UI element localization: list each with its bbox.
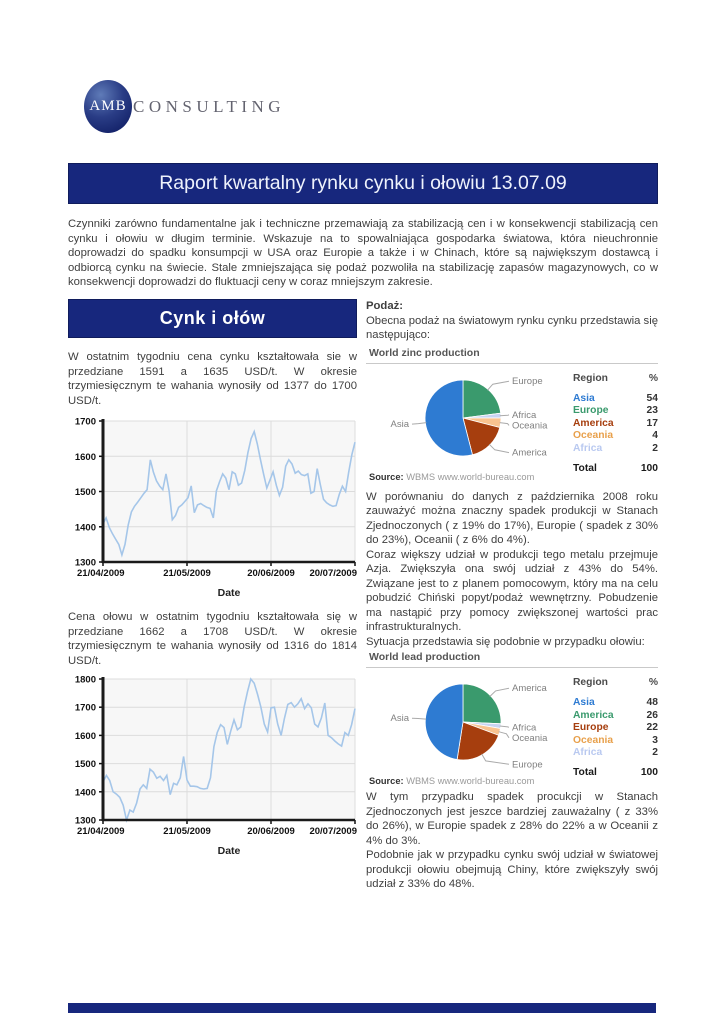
- svg-text:1500: 1500: [75, 487, 96, 498]
- svg-text:1400: 1400: [75, 787, 96, 798]
- footer-rule: [68, 1003, 656, 1013]
- table-total-row: Total 100: [573, 767, 658, 778]
- pie-chart-title: World lead production: [369, 651, 481, 663]
- section-title-bar: Cynk i ołów: [68, 299, 357, 338]
- svg-text:1300: 1300: [75, 816, 96, 827]
- zinc-analysis-paragraph-2: Coraz większy udział w produkcji tego me…: [366, 548, 658, 634]
- zinc-price-chart: 1300 1400 1500 1600 1700 21/04/2009 21/05/2009…: [68, 413, 357, 601]
- table-total-row: Total 100: [573, 462, 658, 474]
- table-row: Oceania 3: [573, 734, 658, 746]
- svg-text:20/06/2009: 20/06/2009: [247, 568, 295, 579]
- zinc-analysis-paragraph-3: Sytuacja przedstawia się podobnie w przy…: [366, 635, 645, 648]
- svg-text:Oceania: Oceania: [512, 420, 548, 431]
- svg-text:Date: Date: [218, 587, 241, 599]
- table-row: Europe 22: [573, 722, 658, 733]
- svg-text:1400: 1400: [75, 522, 96, 533]
- logo-initials: AMB: [89, 98, 127, 114]
- logo-globe-icon: AMB: [84, 80, 132, 133]
- supply-text: Obecna podaż na światowym rynku cynku pr…: [366, 314, 658, 342]
- section-title: Cynk i ołów: [159, 308, 266, 328]
- table-header: Region%: [573, 372, 658, 384]
- left-column: Cynk i ołów W ostatnim tygodniu cena cyn…: [68, 299, 357, 859]
- chart-source: Source: WBMS www.world-bureau.com: [369, 471, 535, 482]
- region-share-table: Region% Asia 54 Europe 23 America 17 Oceania 4 Af…: [573, 366, 658, 474]
- table-header: Region%: [573, 677, 658, 688]
- region-share-table: Region% Asia 48 America 26 Europe 22 Oceania 3 Af…: [573, 670, 658, 778]
- svg-text:1300: 1300: [75, 558, 96, 569]
- table-row: America 26: [573, 709, 658, 721]
- table-row: Africa 2: [573, 747, 658, 758]
- zinc-analysis-paragraph-1: W porównaniu do danych z października 20…: [366, 490, 658, 547]
- lead-price-chart: 1300 1400 1500 1600 1700 1800 21/04/2009 21/05/…: [68, 671, 357, 859]
- svg-text:21/04/2009: 21/04/2009: [77, 826, 125, 837]
- lead-price-line-svg: 1300 1400 1500 1600 1700 1800 21/04/2009 21/05/…: [75, 675, 357, 858]
- report-title-bar: Raport kwartalny rynku cynku i ołowiu 13…: [68, 163, 658, 204]
- lead-price-paragraph: Cena ołowu w ostatnim tygodniu kształtow…: [68, 611, 357, 667]
- right-column: Podaż: Obecna podaż na światowym rynku c…: [366, 299, 658, 892]
- svg-text:1800: 1800: [75, 675, 96, 686]
- table-row: Asia 48: [573, 697, 658, 708]
- table-row: Europe 23: [573, 405, 658, 416]
- table-row: Africa 2: [573, 442, 658, 454]
- svg-text:Africa: Africa: [512, 722, 537, 733]
- svg-text:America: America: [512, 447, 548, 458]
- svg-text:1500: 1500: [75, 759, 96, 770]
- svg-text:21/05/2009: 21/05/2009: [163, 826, 211, 837]
- svg-text:20/07/2009: 20/07/2009: [309, 826, 357, 837]
- two-column-layout: Cynk i ołów W ostatnim tygodniu cena cyn…: [68, 299, 658, 892]
- svg-text:Europe: Europe: [512, 376, 543, 387]
- svg-text:Africa: Africa: [512, 409, 537, 420]
- zinc-pie-block: World zinc production Europe Africa Oceania…: [366, 347, 658, 482]
- intro-paragraph: Czynniki zarówno fundamentalne jak i tec…: [68, 218, 658, 288]
- svg-text:1600: 1600: [75, 452, 96, 463]
- pie-chart-title: World zinc production: [369, 346, 480, 359]
- page-title: Raport kwartalny rynku cynku i ołowiu 13…: [159, 172, 567, 194]
- svg-text:1700: 1700: [75, 417, 96, 428]
- svg-text:Asia: Asia: [391, 419, 410, 430]
- divider: [366, 362, 658, 364]
- svg-text:1600: 1600: [75, 731, 96, 742]
- supply-label: Podaż:: [366, 300, 404, 312]
- svg-text:Oceania: Oceania: [512, 733, 548, 744]
- table-row: Asia 54: [573, 392, 658, 404]
- svg-text:Asia: Asia: [391, 713, 410, 724]
- lead-analysis-paragraph-1: W tym przypadku spadek procukcji w Stana…: [366, 791, 658, 847]
- svg-text:Date: Date: [218, 845, 241, 857]
- svg-text:1700: 1700: [75, 703, 96, 714]
- table-row: Oceania 4: [573, 430, 658, 441]
- table-row: America 17: [573, 417, 658, 429]
- svg-text:20/06/2009: 20/06/2009: [247, 826, 295, 837]
- svg-text:20/07/2009: 20/07/2009: [309, 568, 357, 579]
- zinc-price-paragraph: W ostatnim tygodniu cena cynku kształtow…: [68, 351, 357, 407]
- svg-text:21/05/2009: 21/05/2009: [163, 568, 211, 579]
- lead-pie-block: World lead production America Africa Oceani…: [366, 651, 658, 786]
- svg-text:21/04/2009: 21/04/2009: [77, 568, 125, 579]
- zinc-price-line-svg: 1300 1400 1500 1600 1700 21/04/2009 21/05/2009…: [75, 417, 357, 600]
- svg-text:America: America: [512, 683, 548, 694]
- lead-analysis-paragraph-2: Podobnie jak w przypadku cynku swój udzi…: [366, 849, 658, 890]
- supply-paragraph: Podaż: Obecna podaż na światowym rynku c…: [366, 299, 658, 343]
- logo-company-name: CONSULTING: [133, 96, 286, 116]
- company-logo: AMB CONSULTING: [84, 80, 285, 133]
- chart-source: Source: WBMS www.world-bureau.com: [369, 776, 535, 786]
- divider: [366, 667, 658, 668]
- svg-text:Europe: Europe: [512, 759, 543, 770]
